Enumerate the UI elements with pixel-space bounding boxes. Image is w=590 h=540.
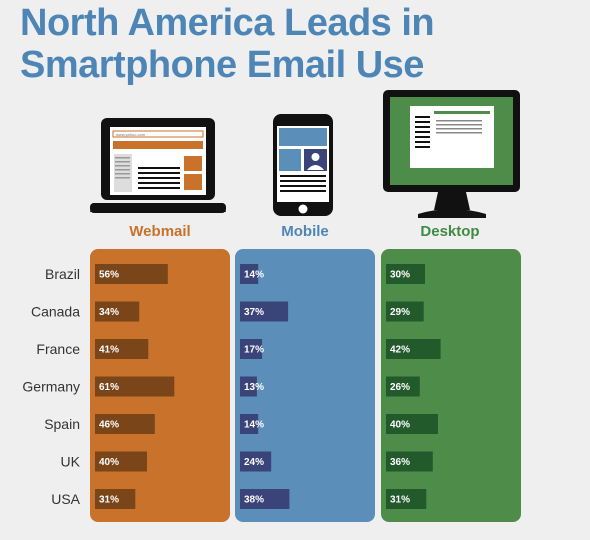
bar-desktop-usa <box>386 489 427 509</box>
category-label-france: France <box>36 341 80 357</box>
bar-desktop-france <box>386 339 441 359</box>
bar-desktop-brazil <box>386 264 425 284</box>
laptop-icon: www.yahoo.com <box>90 118 226 213</box>
value-label-mobile-usa: 38% <box>244 495 264 506</box>
value-label-desktop-brazil: 30% <box>390 270 410 281</box>
bar-mobile-france <box>240 339 263 359</box>
title-line-1: North America Leads in <box>20 2 435 44</box>
bar-mobile-germany <box>240 376 257 397</box>
country-labels: Brazil Canada France Germany Spain UK USA <box>22 266 80 507</box>
bar-webmail-france <box>95 339 149 359</box>
header-desktop: Desktop <box>420 223 479 240</box>
bar-mobile-uk <box>240 451 272 472</box>
bar-webmail-uk <box>95 451 147 472</box>
bar-desktop-canada <box>386 301 424 322</box>
value-label-desktop-canada: 29% <box>390 307 410 318</box>
bar-webmail-brazil <box>95 264 168 284</box>
category-label-germany: Germany <box>22 379 80 395</box>
bar-mobile-brazil <box>240 264 259 284</box>
value-label-mobile-brazil: 14% <box>244 270 264 281</box>
category-label-brazil: Brazil <box>45 266 80 282</box>
value-label-webmail-uk: 40% <box>99 457 119 468</box>
value-label-mobile-germany: 13% <box>244 382 264 393</box>
value-label-webmail-france: 41% <box>99 345 119 356</box>
laptop-url-text: www.yahoo.com <box>116 132 146 137</box>
bar-mobile-usa <box>240 489 290 509</box>
value-label-mobile-uk: 24% <box>244 457 264 468</box>
bar-webmail-canada <box>95 301 140 322</box>
bar-webmail-spain <box>95 414 155 434</box>
desktop-monitor-icon <box>383 90 520 218</box>
value-label-desktop-usa: 31% <box>390 495 410 506</box>
value-label-desktop-uk: 36% <box>390 457 410 468</box>
bars-layer: 56% 14% 30% 34% 37% 29% 41% 17% 42% 61% 13% 26% 46% 1… <box>95 264 441 509</box>
value-label-webmail-canada: 34% <box>99 307 119 318</box>
bar-mobile-canada <box>240 301 289 322</box>
category-label-spain: Spain <box>44 416 80 432</box>
category-label-canada: Canada <box>31 304 80 320</box>
smartphone-icon <box>273 114 333 216</box>
category-label-uk: UK <box>61 454 81 470</box>
bar-mobile-spain <box>240 414 259 434</box>
value-label-mobile-spain: 14% <box>244 420 264 431</box>
title-line-2: Smartphone Email Use <box>20 44 424 86</box>
bar-webmail-usa <box>95 489 136 509</box>
value-label-desktop-france: 42% <box>390 345 410 356</box>
value-label-desktop-germany: 26% <box>390 382 410 393</box>
value-label-webmail-spain: 46% <box>99 420 119 431</box>
column-headers: Webmail Mobile Desktop <box>129 223 479 240</box>
bar-desktop-uk <box>386 451 433 472</box>
value-label-webmail-usa: 31% <box>99 495 119 506</box>
bar-webmail-germany <box>95 376 175 397</box>
value-label-mobile-canada: 37% <box>244 307 264 318</box>
bar-desktop-germany <box>386 376 420 397</box>
bar-desktop-spain <box>386 414 438 434</box>
value-label-webmail-brazil: 56% <box>99 270 119 281</box>
header-webmail: Webmail <box>129 223 190 240</box>
value-label-mobile-france: 17% <box>244 345 264 356</box>
chart-title: North America Leads in Smartphone Email … <box>20 2 580 86</box>
value-label-webmail-germany: 61% <box>99 382 119 393</box>
category-label-usa: USA <box>51 491 80 507</box>
value-label-desktop-spain: 40% <box>390 420 410 431</box>
header-mobile: Mobile <box>281 223 329 240</box>
